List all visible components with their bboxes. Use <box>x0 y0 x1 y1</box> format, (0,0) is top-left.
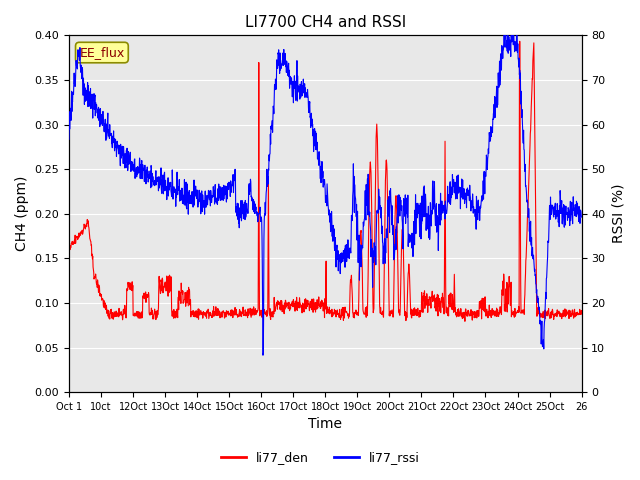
Y-axis label: RSSI (%): RSSI (%) <box>611 184 625 243</box>
X-axis label: Time: Time <box>308 418 342 432</box>
Y-axis label: CH4 (ppm): CH4 (ppm) <box>15 176 29 252</box>
Title: LI7700 CH4 and RSSI: LI7700 CH4 and RSSI <box>244 15 406 30</box>
Legend: li77_den, li77_rssi: li77_den, li77_rssi <box>216 446 424 469</box>
Text: EE_flux: EE_flux <box>79 46 125 59</box>
